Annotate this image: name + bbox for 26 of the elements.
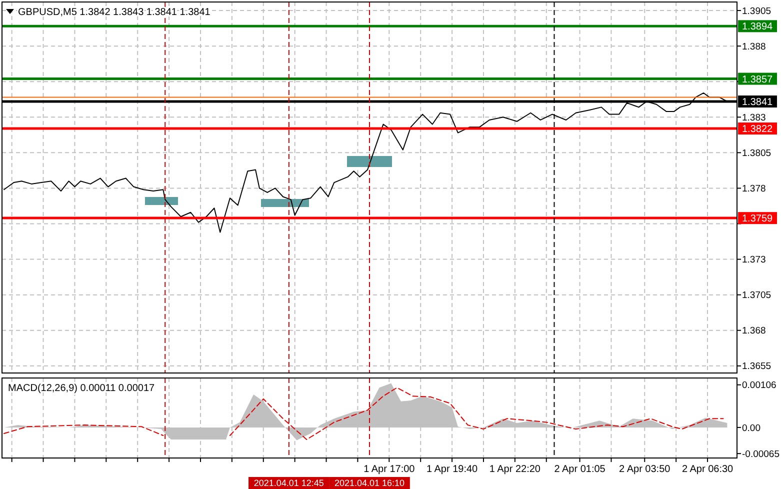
- y-tick-label: 1.383: [742, 112, 766, 124]
- y-tick-label: 1.3905: [742, 6, 772, 17]
- x-tick-label: 2 Apr 03:50: [619, 464, 671, 475]
- y-tick-label: 0.00: [742, 422, 760, 434]
- y-tick-label: 1.378: [742, 184, 766, 195]
- y-tick-label: 1.3655: [742, 361, 772, 372]
- y-tick-label: 1.368: [742, 326, 766, 337]
- ref-line-label: 2021.04.01 12:45: [254, 478, 324, 488]
- x-tick-label: 2 Apr 06:30: [682, 464, 734, 475]
- ref-line-label: 1.3822: [742, 124, 774, 136]
- ref-line-label: 2021.04.01 16:10: [334, 478, 405, 488]
- y-tick-label: 1.373: [742, 254, 766, 266]
- y-tick-label: 1.3705: [742, 290, 772, 302]
- text: MACD(12,26,9) 0.00011 0.00017: [8, 383, 156, 394]
- y-tick-label: 1.3805: [742, 148, 772, 159]
- x-tick-label: 1 Apr 17:00: [364, 464, 416, 475]
- ref-line-label: 1.3759: [742, 214, 774, 225]
- x-tick-label: 1 Apr 19:40: [426, 464, 478, 475]
- ref-line-label: 1.3857: [742, 74, 774, 86]
- ref-line-label: 1.3894: [742, 22, 774, 33]
- y-tick-label: 0.00106: [742, 380, 776, 392]
- y-tick-label: 1.388: [742, 41, 766, 52]
- x-tick-label: 1 Apr 22:20: [489, 464, 541, 475]
- y-tick-label: -0.00065: [742, 448, 780, 460]
- x-tick-label: 2 Apr 01:05: [554, 464, 606, 475]
- ref-line-label: 1.3841: [742, 97, 774, 108]
